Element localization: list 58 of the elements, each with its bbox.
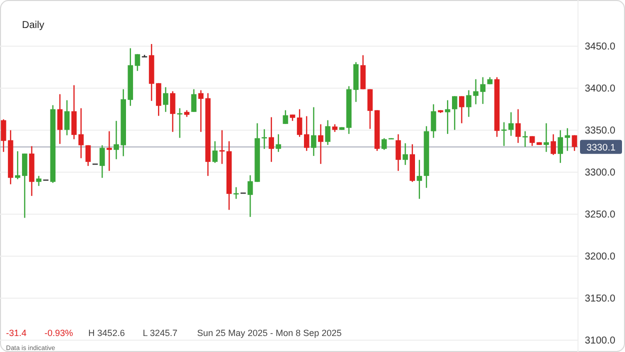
candlestick bbox=[64, 100, 70, 136]
candlestick bbox=[296, 108, 302, 138]
candlestick bbox=[100, 144, 105, 178]
y-tick-label: 3200.0 bbox=[584, 252, 616, 263]
y-tick-label: 3300.0 bbox=[584, 168, 616, 179]
candlestick bbox=[508, 112, 514, 136]
candlestick bbox=[402, 142, 408, 166]
candlestick bbox=[430, 104, 436, 138]
y-tick-label: 3350.0 bbox=[584, 126, 616, 137]
candlestick bbox=[572, 134, 578, 152]
candlestick bbox=[177, 108, 182, 138]
candlestick bbox=[311, 106, 316, 157]
ref-line-label: 3330.1 bbox=[586, 142, 616, 154]
candlestick bbox=[57, 94, 63, 145]
candlestick bbox=[444, 100, 450, 135]
candlestick bbox=[522, 130, 528, 148]
candlestick bbox=[367, 88, 373, 130]
candlestick bbox=[276, 134, 282, 152]
annotation: L 3245.7 bbox=[142, 328, 178, 338]
candlestick bbox=[198, 90, 204, 132]
candlestick bbox=[170, 90, 176, 132]
candlestick bbox=[36, 175, 42, 187]
candlestick bbox=[558, 130, 564, 164]
candlestick bbox=[304, 116, 310, 152]
candlestick bbox=[564, 128, 570, 152]
candlestick bbox=[515, 108, 521, 144]
y-tick-label: 3150.0 bbox=[584, 294, 616, 305]
candlestick bbox=[550, 134, 556, 156]
candlestick bbox=[544, 122, 549, 152]
y-tick-label: 3400.0 bbox=[584, 84, 616, 95]
candlestick bbox=[212, 140, 218, 164]
candlestick bbox=[416, 159, 422, 200]
candlestick bbox=[318, 124, 324, 165]
annotation: Sun 25 May 2025 - Mon 8 Sep 2025 bbox=[197, 328, 342, 338]
y-tick-label: 3450.0 bbox=[584, 42, 616, 53]
annotation: -31.4 bbox=[6, 328, 27, 338]
candlestick bbox=[134, 54, 140, 72]
candlestick bbox=[396, 134, 401, 172]
candlestick bbox=[452, 96, 458, 130]
annotation: -0.93% bbox=[44, 328, 74, 338]
candlestick bbox=[233, 186, 239, 200]
candlestick bbox=[459, 96, 464, 124]
candlestick bbox=[163, 86, 168, 112]
candlestick bbox=[325, 120, 330, 146]
candlestick bbox=[156, 82, 162, 116]
candlestick bbox=[85, 144, 91, 167]
candlestick bbox=[71, 84, 77, 140]
candlestick bbox=[0, 118, 6, 152]
candlestick bbox=[106, 130, 112, 172]
candlestick bbox=[282, 110, 288, 125]
text: Daily bbox=[22, 20, 44, 31]
candlestick bbox=[219, 130, 225, 165]
y-tick-label: 3250.0 bbox=[584, 210, 616, 221]
candlestick bbox=[268, 116, 274, 162]
candlestick bbox=[191, 88, 196, 112]
candlestick bbox=[78, 108, 84, 159]
y-tick-label: 3100.0 bbox=[584, 336, 616, 347]
annotation: H 3452.6 bbox=[88, 328, 125, 338]
